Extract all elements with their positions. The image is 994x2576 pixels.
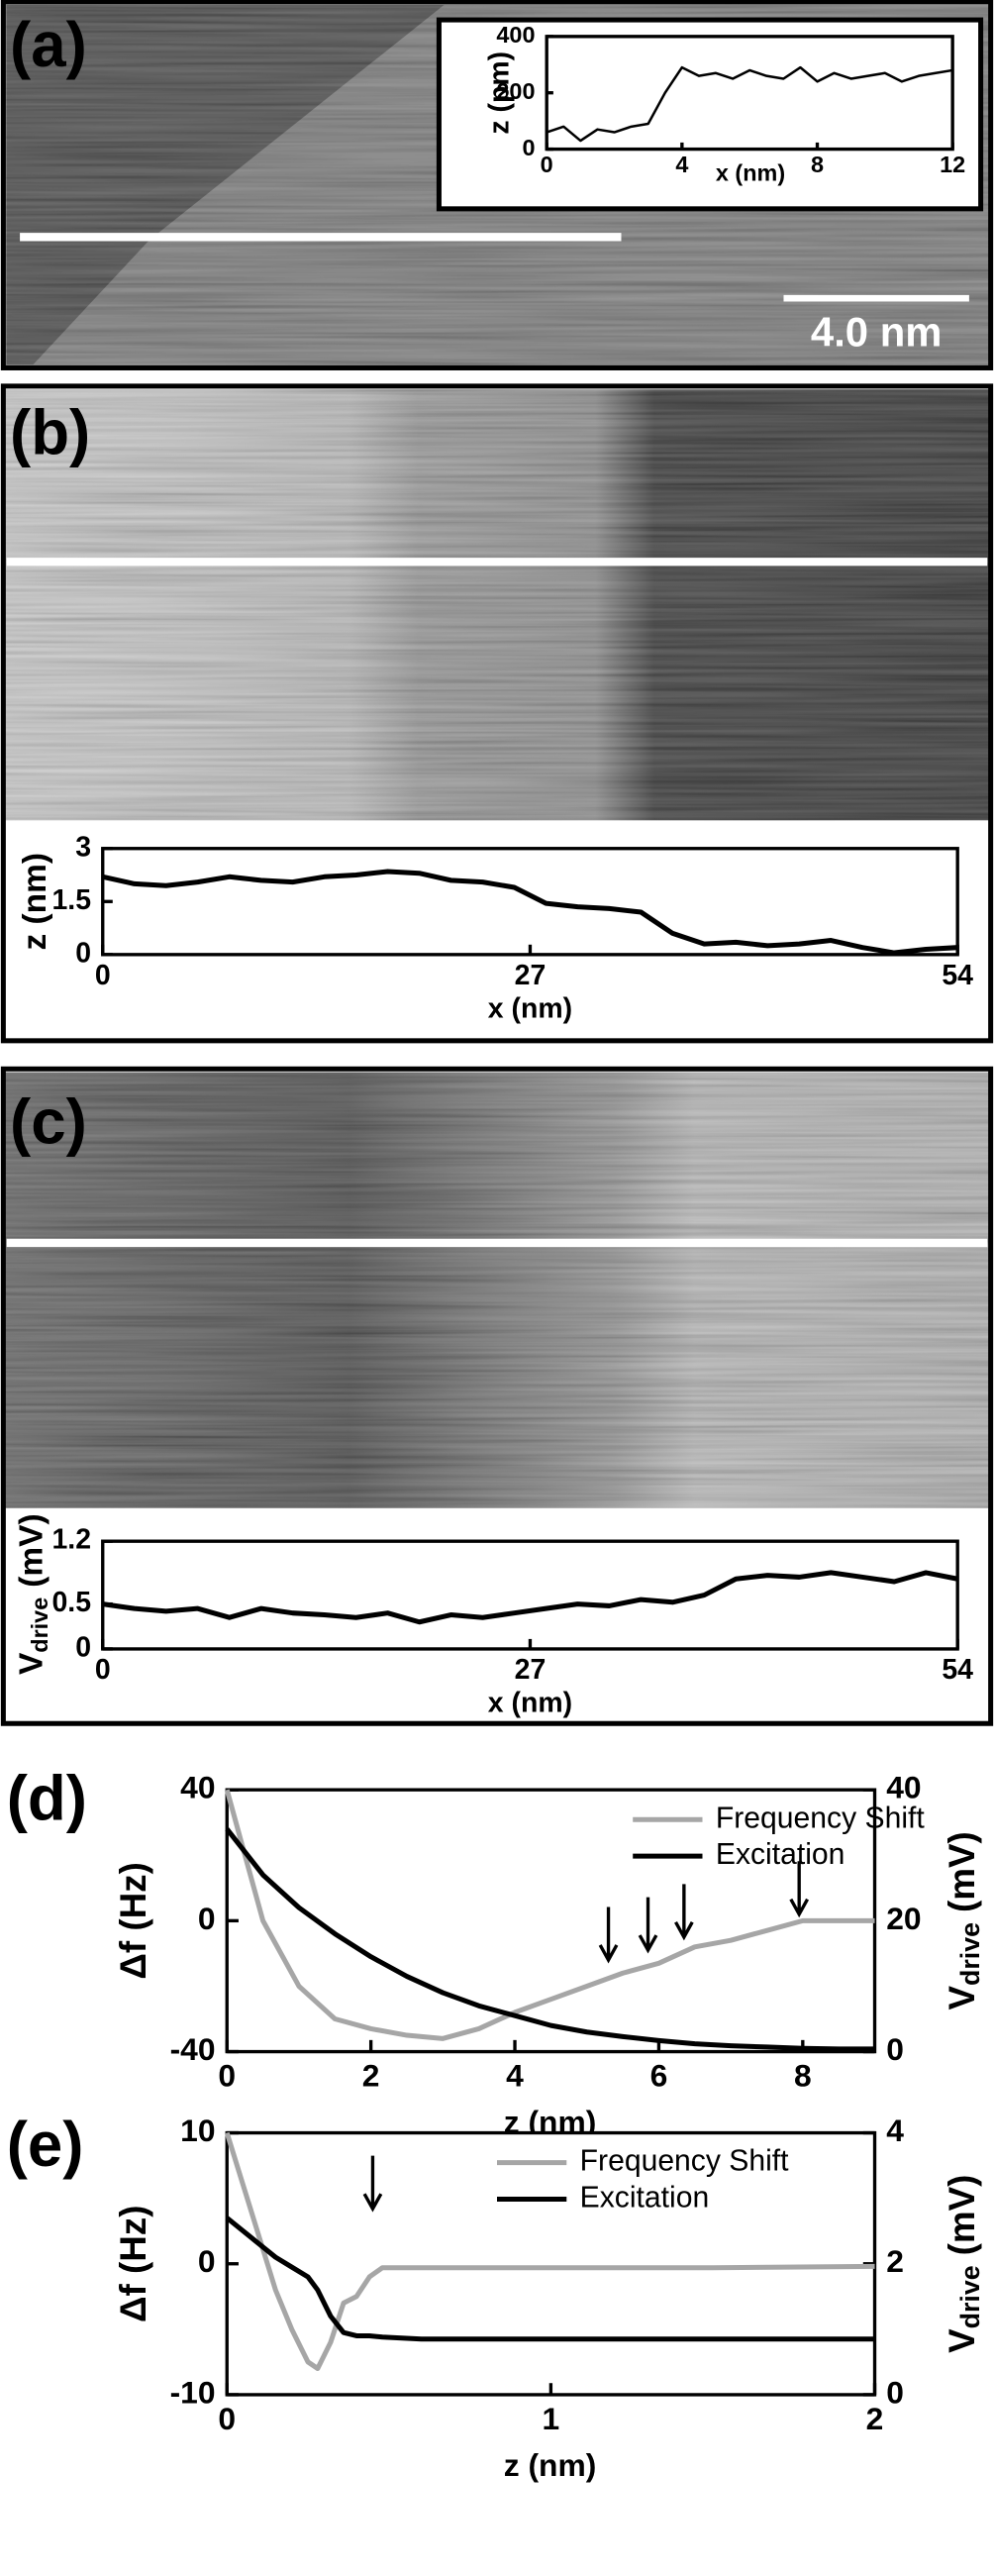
y-axis-label: Δf (Hz) — [113, 1862, 153, 1979]
y-axis-label: z (pm) — [483, 52, 515, 135]
x-axis-label: x (nm) — [488, 992, 572, 1024]
y2-tick-label: 0 — [886, 2031, 904, 2067]
plot-frame — [101, 847, 959, 957]
y-axis-label-main: V — [942, 1986, 982, 2010]
x-tick-label: 54 — [942, 1654, 973, 1686]
y-axis-label-main: z (pm) — [483, 52, 515, 135]
x-tick-label: 8 — [811, 152, 824, 177]
plot-frame — [545, 35, 954, 152]
y-tick-label: 0 — [75, 1631, 91, 1663]
plot-frame — [225, 2130, 877, 2397]
x-tick-label: 8 — [794, 2058, 812, 2094]
y2-tick-label: 4 — [886, 2112, 904, 2148]
y2-tick-label: 40 — [886, 1770, 921, 1805]
arrow — [638, 1897, 658, 1954]
arrow — [362, 2155, 383, 2213]
y-tick-label: -40 — [170, 2031, 216, 2067]
x-tick-label: 1 — [543, 2401, 560, 2436]
y-tick-label: -10 — [170, 2374, 216, 2410]
panel-label: (e) — [7, 2110, 84, 2180]
panel-label: (c) — [10, 1087, 87, 1158]
plot-frame — [225, 1788, 877, 2054]
data-line — [225, 1827, 875, 2052]
y-axis-label: Δf (Hz) — [113, 2206, 153, 2322]
x-axis-label: x (nm) — [716, 159, 785, 185]
y2-tick-label: 2 — [886, 2243, 904, 2279]
y-axis-label-subscript: drive — [955, 2265, 985, 2328]
y-axis-label-subscript: drive — [955, 1922, 985, 1986]
y-tick-label: 200 — [496, 78, 535, 104]
y-tick-label: 10 — [180, 2112, 215, 2148]
y-axis-label-main: Δf (Hz) — [113, 1862, 153, 1979]
legend-label: Frequency Shift — [580, 2145, 790, 2178]
x-tick-label: 12 — [940, 152, 965, 177]
y-tick-label: 0 — [75, 937, 91, 969]
scale-bar-label: 4.0 nm — [811, 309, 943, 356]
panel-frame — [0, 383, 994, 1044]
y-axis-label: Vdrive (mV) — [942, 2175, 986, 2353]
x-tick-label: 0 — [541, 152, 553, 177]
x-tick-label: 2 — [362, 2058, 380, 2094]
x-tick-label: 0 — [218, 2401, 236, 2436]
y-tick-label: 1.2 — [51, 1524, 91, 1556]
y-axis-label-unit: (mV) — [942, 2175, 982, 2256]
panel-label: (d) — [7, 1763, 87, 1833]
y-tick-label: 1.5 — [51, 884, 91, 916]
x-tick-label: 54 — [942, 960, 973, 991]
arrow — [674, 1884, 694, 1941]
y-tick-label: 0.5 — [51, 1587, 91, 1618]
panel-label: (b) — [10, 397, 90, 467]
x-tick-label: 0 — [218, 2058, 236, 2094]
y2-tick-label: 20 — [886, 1901, 921, 1936]
y-axis-label-main: V — [13, 1652, 50, 1675]
data-line — [224, 1789, 875, 2041]
y-axis-label-unit: (mV) — [942, 1831, 982, 1912]
y-axis-label: z (nm) — [17, 853, 53, 950]
y-tick-label: 400 — [496, 22, 535, 48]
x-tick-label: 0 — [95, 960, 111, 991]
y-axis-label-main: z (nm) — [17, 853, 53, 950]
panel-frame — [0, 1066, 994, 1726]
x-tick-label: 0 — [95, 1654, 111, 1686]
y-axis-label-subscript: drive — [27, 1597, 52, 1653]
x-tick-label: 4 — [506, 2058, 524, 2094]
data-line — [102, 1570, 958, 1625]
y2-tick-label: 0 — [886, 2374, 904, 2410]
y-axis-label-main: V — [942, 2328, 982, 2353]
x-tick-label: 27 — [515, 1654, 547, 1686]
data-line — [546, 65, 953, 143]
x-tick-label: 27 — [515, 960, 547, 991]
y-tick-label: 0 — [198, 2243, 216, 2279]
y-axis-label-main: Δf (Hz) — [113, 2206, 153, 2322]
image-b-noise — [5, 389, 989, 821]
panel-frame — [0, 0, 994, 370]
x-axis-label: x (nm) — [488, 1688, 572, 1719]
data-line — [225, 2215, 875, 2342]
x-tick-label: 4 — [675, 152, 688, 177]
image-c-noise — [5, 1072, 989, 1508]
y-tick-label: 3 — [75, 831, 91, 863]
legend-label: Excitation — [580, 2181, 710, 2214]
x-tick-label: 6 — [650, 2058, 668, 2094]
arrow — [789, 1861, 810, 1918]
y-tick-label: 0 — [198, 1901, 216, 1936]
x-tick-label: 2 — [866, 2401, 884, 2436]
plot-frame — [101, 1539, 959, 1651]
panel-label: (a) — [10, 10, 87, 80]
y-axis-label: Vdrive (mV) — [13, 1513, 52, 1675]
y-tick-label: 40 — [180, 1770, 215, 1805]
legend-label: Frequency Shift — [716, 1802, 926, 1834]
arrow — [598, 1906, 619, 1964]
legend-label: Excitation — [716, 1838, 845, 1871]
y-axis-label-unit: (mV) — [13, 1513, 50, 1587]
data-line — [102, 869, 958, 956]
x-axis-label: z (nm) — [504, 2447, 597, 2483]
y-tick-label: 0 — [522, 135, 535, 160]
y-axis-label: Vdrive (mV) — [942, 1831, 986, 2009]
